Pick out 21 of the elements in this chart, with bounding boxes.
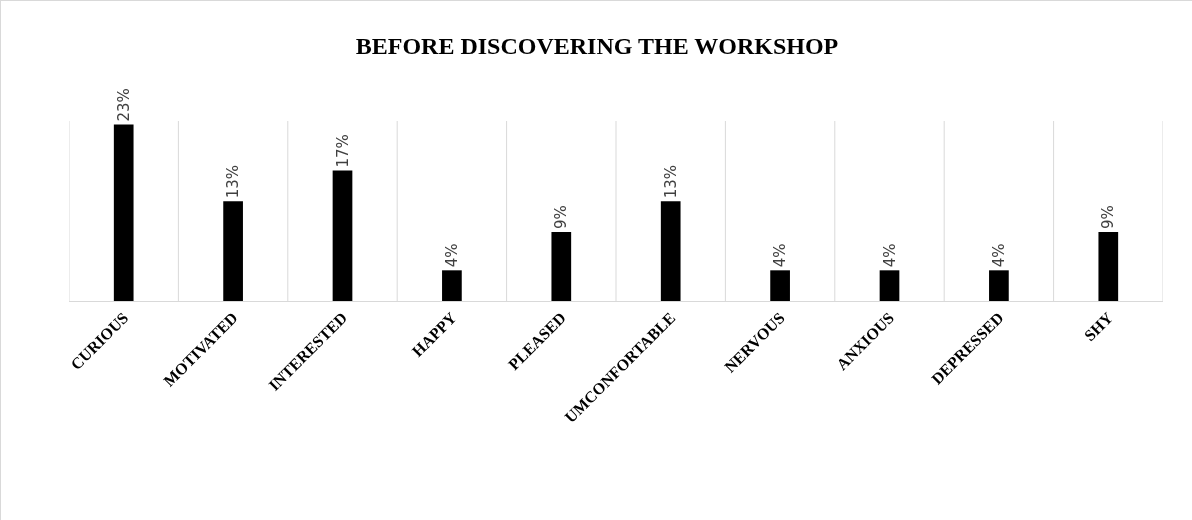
data-label: 17% (333, 134, 352, 168)
data-label: 13% (661, 164, 680, 199)
chart-title: BEFORE DISCOVERING THE WORKSHOP (355, 33, 839, 60)
bar (879, 270, 900, 301)
bar (223, 201, 243, 301)
bar (442, 270, 462, 301)
bar (113, 124, 134, 301)
bar (551, 231, 572, 301)
data-label: 4% (880, 243, 899, 268)
bar (770, 270, 790, 301)
bar (332, 170, 353, 301)
data-label: 9% (552, 205, 571, 229)
bar (660, 201, 681, 301)
bar (989, 270, 1009, 301)
data-label: 9% (1099, 205, 1118, 229)
bar (1098, 231, 1119, 301)
data-label: 13% (224, 164, 243, 199)
data-label: 4% (771, 243, 790, 268)
data-label: 4% (442, 243, 461, 268)
data-label: 23% (114, 88, 133, 122)
data-label: 4% (989, 243, 1008, 268)
